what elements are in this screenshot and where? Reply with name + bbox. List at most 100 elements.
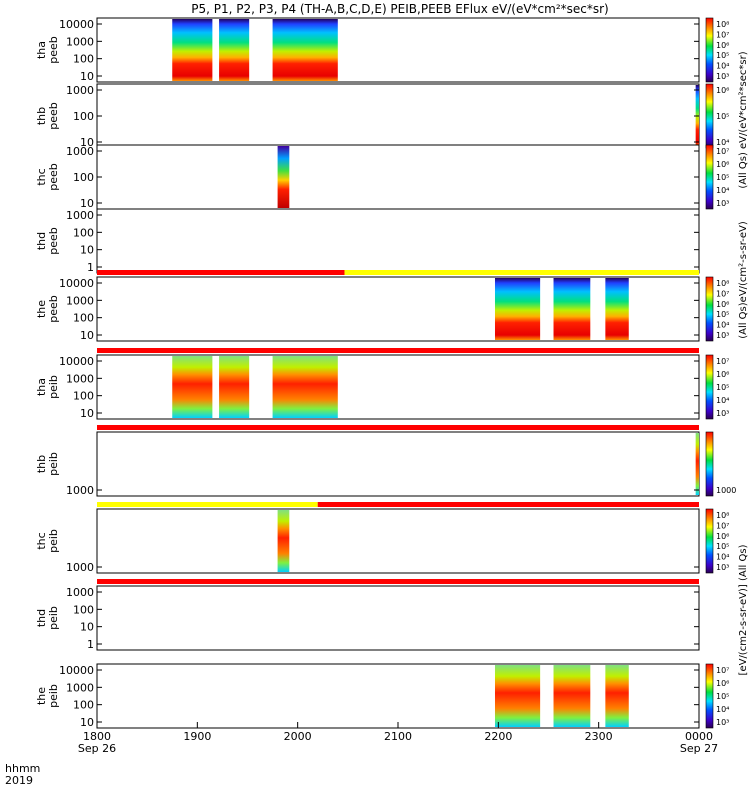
time-axis-row2-label: 2019: [5, 774, 33, 787]
colorbar-tick-label: 10⁴: [716, 62, 729, 71]
panel-thb-peeb: 10 100 1000 thb peeb: [35, 83, 700, 149]
colorbar-tick-label: 10⁴: [716, 186, 729, 195]
colorbar-tick-label: 10⁵: [716, 542, 729, 551]
panel-instrument-label: peib: [47, 529, 60, 553]
y-tick-label: 100: [73, 390, 94, 403]
spectrogram-block: [277, 510, 290, 572]
x-date-label: Sep 27: [680, 742, 718, 755]
y-tick-label: 10: [80, 70, 94, 83]
spectrogram-block: [695, 433, 699, 495]
colorbar-tick-label: 10⁸: [716, 20, 729, 29]
colorbar-tick-label: 10⁷: [716, 289, 729, 298]
x-tick-label: 2000: [284, 730, 312, 743]
y-tick-label: 1: [87, 261, 94, 274]
colorbar-thb-peeb: 10⁴ 10⁵ 10⁶: [705, 83, 729, 149]
y-tick-label: 10: [80, 329, 94, 342]
colorbar-tick-label: 10⁷: [716, 147, 729, 156]
spectrogram-block: [219, 19, 250, 81]
y-tick-label: 1000: [66, 484, 94, 497]
panel-frame: [96, 276, 700, 342]
spectrogram-block: [277, 146, 290, 208]
spectrogram-block: [219, 356, 250, 418]
y-tick-label: 10000: [59, 277, 94, 290]
colorbar: [705, 431, 714, 497]
colorbar-tick-label: 10⁵: [716, 51, 729, 60]
y-tick-label: 10: [80, 244, 94, 257]
x-tick-label: 1800: [83, 730, 111, 743]
colorbar-tick-label: 10³: [716, 331, 729, 340]
colorbar-tick-label: 10⁴: [716, 321, 729, 330]
panel-probe-label: thd: [35, 232, 48, 250]
colorbar-thc-peeb: 10³ 10⁴ 10⁵ 10⁶ 10⁷: [705, 144, 729, 210]
x-date-label: Sep 26: [78, 742, 116, 755]
y-tick-label: 1: [87, 638, 94, 651]
panel-instrument-label: peeb: [47, 36, 60, 64]
y-tick-label: 10000: [59, 18, 94, 31]
x-tick-label: 1900: [183, 730, 211, 743]
colorbar-tick-label: 10³: [716, 718, 729, 727]
panel-instrument-label: peib: [47, 684, 60, 708]
y-tick-label: 1000: [66, 84, 94, 97]
colorbar-tick-label: 10⁴: [716, 705, 729, 714]
colorbar-the-peib: 10³ 10⁴ 10⁵ 10⁶ 10⁷: [705, 663, 729, 729]
panel-thd-peeb: 1 10 100 1000 thd peeb: [35, 208, 700, 274]
panel-thb-peib: 1000 thb peib: [35, 431, 700, 497]
y-tick-label: 100: [73, 53, 94, 66]
colorbar: [705, 17, 714, 83]
colorbar-tick-label: 10⁶: [716, 370, 729, 379]
colorbar-tick-label: 10³: [716, 199, 729, 208]
x-tick-label: 2200: [484, 730, 512, 743]
figure-title: P5, P1, P2, P3, P4 (TH-A,B,C,D,E) PEIB,P…: [191, 2, 608, 16]
colorbar-tick-label: 10⁷: [716, 30, 729, 39]
spectrogram-block: [553, 665, 591, 727]
spectrogram-block: [494, 665, 541, 727]
colorbar-tick-label: 10⁷: [716, 357, 729, 366]
panel-instrument-label: peib: [47, 375, 60, 399]
mode-bar-segment: [97, 579, 699, 584]
colorbar-tick-label: 10⁶: [716, 679, 729, 688]
y-tick-label: 1000: [66, 586, 94, 599]
colorbar-tick-label: 10⁴: [716, 396, 729, 405]
colorbar-tick-label: 10⁵: [716, 173, 729, 182]
colorbar-tick-label: 10⁸: [716, 279, 729, 288]
panel-probe-label: thb: [35, 107, 48, 125]
colorbar-thb-peib: 1000: [705, 431, 736, 497]
panel-frame: [96, 663, 700, 729]
colorbar-tick-label: 10⁷: [716, 666, 729, 675]
panel-probe-label: tha: [35, 41, 48, 59]
panel-probe-label: thc: [35, 168, 48, 185]
colorbar-tick-label: 10⁶: [716, 160, 729, 169]
colorbar-tha-peib: 10³ 10⁴ 10⁵ 10⁶ 10⁷: [705, 354, 729, 420]
x-tick-label: 2100: [384, 730, 412, 743]
colorbar-tick-label: 10⁸: [716, 511, 729, 520]
mode-bar-segment: [344, 270, 699, 275]
y-tick-label: 1000: [66, 294, 94, 307]
time-axis: 1800 1900 2000 2100 2200 2300 0000 Sep 26 Sep 27: [78, 722, 718, 755]
panel-frame: [96, 585, 700, 651]
panel-probe-label: the: [35, 300, 48, 318]
panel-instrument-label: peeb: [47, 227, 60, 255]
y-tick-label: 100: [73, 603, 94, 616]
colorbar: [705, 354, 714, 420]
colorbar: [705, 663, 714, 729]
panel-thd-peib: 1 10 100 1000 thd peib: [35, 585, 700, 651]
colorbar-tick-label: 10⁴: [716, 553, 729, 562]
colorbar: [705, 144, 714, 210]
panel-the-peib: 10 100 1000 10000 the peib: [35, 663, 700, 729]
mode-bar-segment: [97, 425, 699, 430]
spectrogram-block: [172, 19, 213, 81]
panel-frame: [96, 431, 700, 497]
panel-the-peeb: 10 100 1000 10000 the peeb: [35, 276, 700, 342]
panel-probe-label: thb: [35, 455, 48, 473]
y-tick-label: 10000: [59, 664, 94, 677]
colorbar-label-bottom: [eV/(cm2-s-sr-eV)] (All Qs): [738, 544, 749, 675]
y-tick-label: 1000: [66, 372, 94, 385]
panel-frame: [96, 208, 700, 274]
panel-frame: [96, 144, 700, 210]
spectrogram-block: [553, 278, 591, 340]
mode-bar-segment: [97, 348, 699, 353]
panel-thc-peeb: 10 100 1000 thc peeb: [35, 144, 700, 210]
y-tick-label: 1000: [66, 561, 94, 574]
